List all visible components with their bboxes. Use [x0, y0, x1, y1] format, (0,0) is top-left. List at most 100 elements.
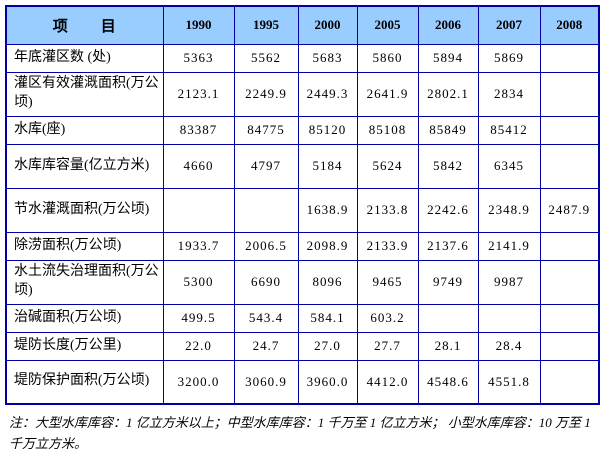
- data-cell: 5860: [356, 43, 419, 73]
- data-cell: 2006.5: [233, 231, 299, 261]
- row-label: 堤防保护面积(万公顷): [5, 359, 164, 405]
- data-cell: 8096: [297, 259, 358, 305]
- statistics-table: 项 目 1990 1995 2000 2005 2006 2007 2008 年…: [5, 5, 600, 405]
- data-cell: [477, 303, 541, 333]
- data-cell: 85849: [417, 115, 479, 145]
- data-cell: 5184: [297, 143, 358, 189]
- year-column-header: 1995: [233, 5, 299, 45]
- data-cell: 84775: [233, 115, 299, 145]
- year-column-header: 2005: [356, 5, 419, 45]
- data-cell: 4660: [162, 143, 235, 189]
- data-cell: 2098.9: [297, 231, 358, 261]
- data-cell: 3060.9: [233, 359, 299, 405]
- table-row: 节水灌溉面积(万公顷) 1638.9 2133.8 2242.6 2348.9 …: [5, 187, 600, 233]
- data-cell: 4548.6: [417, 359, 479, 405]
- data-cell: 1638.9: [297, 187, 358, 233]
- data-cell: 27.7: [356, 331, 419, 361]
- data-cell: [539, 71, 600, 117]
- data-cell: 2133.8: [356, 187, 419, 233]
- data-cell: 603.2: [356, 303, 419, 333]
- data-cell: 28.1: [417, 331, 479, 361]
- data-cell: 2449.3: [297, 71, 358, 117]
- data-cell: 5894: [417, 43, 479, 73]
- data-cell: [539, 231, 600, 261]
- data-cell: 5300: [162, 259, 235, 305]
- data-cell: [539, 303, 600, 333]
- data-cell: 24.7: [233, 331, 299, 361]
- data-cell: 27.0: [297, 331, 358, 361]
- data-cell: 85108: [356, 115, 419, 145]
- data-cell: 2242.6: [417, 187, 479, 233]
- footnote: 注：大型水库库容：1 亿立方米以上；中型水库库容：1 千万至 1 亿立方米； 小…: [9, 415, 591, 452]
- data-cell: 4797: [233, 143, 299, 189]
- data-cell: 2249.9: [233, 71, 299, 117]
- row-label: 治碱面积(万公顷): [5, 303, 164, 333]
- data-cell: 3960.0: [297, 359, 358, 405]
- data-cell: [539, 259, 600, 305]
- item-column-header: 项 目: [5, 5, 164, 45]
- table-row: 除涝面积(万公顷) 1933.7 2006.5 2098.9 2133.9 21…: [5, 231, 600, 261]
- table-row: 堤防长度(万公里) 22.0 24.7 27.0 27.7 28.1 28.4: [5, 331, 600, 361]
- data-cell: 2123.1: [162, 71, 235, 117]
- row-label: 水库(座): [5, 115, 164, 145]
- data-cell: 2137.6: [417, 231, 479, 261]
- data-cell: [539, 331, 600, 361]
- data-cell: 2487.9: [539, 187, 600, 233]
- data-cell: 9465: [356, 259, 419, 305]
- data-cell: 2348.9: [477, 187, 541, 233]
- year-column-header: 2000: [297, 5, 358, 45]
- data-cell: 499.5: [162, 303, 235, 333]
- data-cell: 2141.9: [477, 231, 541, 261]
- row-label: 除涝面积(万公顷): [5, 231, 164, 261]
- data-cell: [233, 187, 299, 233]
- data-cell: 5363: [162, 43, 235, 73]
- data-cell: 2641.9: [356, 71, 419, 117]
- data-cell: 9749: [417, 259, 479, 305]
- data-cell: 6690: [233, 259, 299, 305]
- data-cell: 5869: [477, 43, 541, 73]
- data-cell: [539, 143, 600, 189]
- data-cell: [162, 187, 235, 233]
- data-cell: 5842: [417, 143, 479, 189]
- data-cell: 584.1: [297, 303, 358, 333]
- data-cell: 28.4: [477, 331, 541, 361]
- year-column-header: 2006: [417, 5, 479, 45]
- table-row: 灌区有效灌溉面积(万公顷) 2123.1 2249.9 2449.3 2641.…: [5, 71, 600, 117]
- data-cell: 5562: [233, 43, 299, 73]
- row-label: 灌区有效灌溉面积(万公顷): [5, 71, 164, 117]
- row-label: 水土流失治理面积(万公顷): [5, 259, 164, 305]
- data-cell: 2834: [477, 71, 541, 117]
- data-cell: 1933.7: [162, 231, 235, 261]
- data-cell: 22.0: [162, 331, 235, 361]
- data-cell: 5624: [356, 143, 419, 189]
- table-row: 水土流失治理面积(万公顷) 5300 6690 8096 9465 9749 9…: [5, 259, 600, 305]
- table-header-row: 项 目 1990 1995 2000 2005 2006 2007 2008: [5, 5, 600, 45]
- table-row: 治碱面积(万公顷) 499.5 543.4 584.1 603.2: [5, 303, 600, 333]
- data-cell: 2802.1: [417, 71, 479, 117]
- data-cell: 4412.0: [356, 359, 419, 405]
- data-cell: 3200.0: [162, 359, 235, 405]
- data-cell: [539, 115, 600, 145]
- year-column-header: 2007: [477, 5, 541, 45]
- year-column-header: 1990: [162, 5, 235, 45]
- row-label: 节水灌溉面积(万公顷): [5, 187, 164, 233]
- row-label: 水库库容量(亿立方米): [5, 143, 164, 189]
- table-row: 堤防保护面积(万公顷) 3200.0 3060.9 3960.0 4412.0 …: [5, 359, 600, 405]
- data-cell: 6345: [477, 143, 541, 189]
- table-row: 年底灌区数 (处) 5363 5562 5683 5860 5894 5869: [5, 43, 600, 73]
- data-cell: 543.4: [233, 303, 299, 333]
- data-cell: [539, 359, 600, 405]
- data-cell: 83387: [162, 115, 235, 145]
- data-cell: 2133.9: [356, 231, 419, 261]
- data-cell: 85412: [477, 115, 541, 145]
- row-label: 年底灌区数 (处): [5, 43, 164, 73]
- year-column-header: 2008: [539, 5, 600, 45]
- data-cell: [417, 303, 479, 333]
- data-cell: [539, 43, 600, 73]
- data-cell: 5683: [297, 43, 358, 73]
- data-cell: 9987: [477, 259, 541, 305]
- row-label: 堤防长度(万公里): [5, 331, 164, 361]
- data-cell: 4551.8: [477, 359, 541, 405]
- data-cell: 85120: [297, 115, 358, 145]
